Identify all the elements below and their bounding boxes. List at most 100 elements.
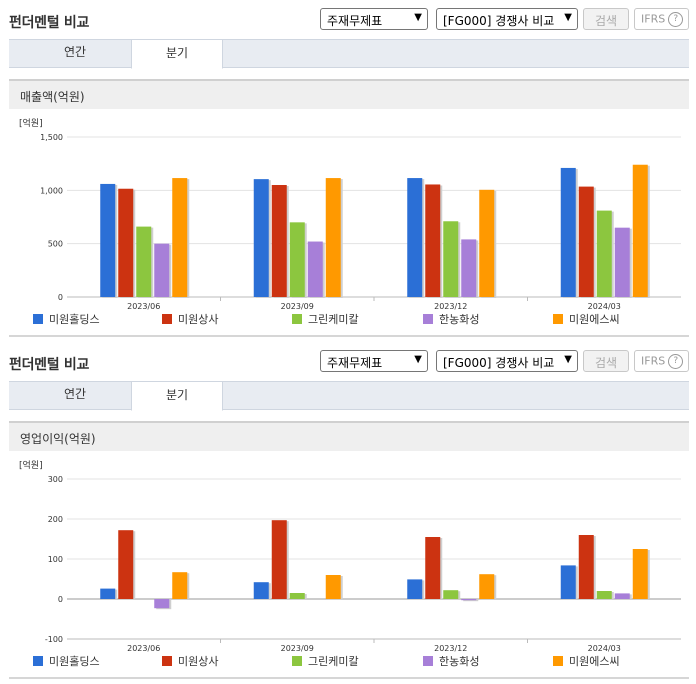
x-tick-label: 2023/06 — [127, 644, 160, 653]
peer-select-value: [FG000] 경쟁사 비교 — [443, 14, 555, 28]
chevron-down-icon: ▼ — [564, 12, 572, 23]
panel-header: 펀더멘털 비교 주재무제표 ▼ [FG000] 경쟁사 비교 ▼ 검색 IFRS? — [0, 342, 696, 380]
bar — [425, 184, 441, 297]
x-tick-label: 2023/09 — [281, 302, 314, 311]
legend-label: 그린케미칼 — [308, 313, 359, 326]
bar — [289, 593, 305, 599]
y-tick-label: 0 — [58, 595, 63, 604]
section-header: 영업이익(억원) — [9, 421, 689, 451]
bar — [614, 593, 630, 599]
section-title: 영업이익(억원) — [20, 432, 96, 446]
bar — [307, 241, 323, 297]
bar — [560, 167, 576, 297]
bar — [271, 185, 287, 297]
legend-label: 그린케미칼 — [308, 655, 359, 668]
legend-label: 한농화성 — [439, 313, 479, 326]
divider — [9, 677, 689, 679]
panel-header: 펀더멘털 비교 주재무제표 ▼ [FG000] 경쟁사 비교 ▼ 검색 IFRS? — [0, 0, 696, 38]
search-button[interactable]: 검색 — [583, 350, 629, 372]
bar — [118, 188, 134, 297]
bar — [325, 178, 341, 297]
legend-label: 미원홀딩스 — [49, 313, 100, 326]
bar — [172, 178, 188, 297]
period-tabs: 연간 분기 — [9, 381, 689, 411]
y-tick-label: 1,000 — [40, 186, 63, 195]
divider — [9, 335, 689, 337]
period-tabs: 연간 분기 — [9, 39, 689, 69]
y-tick-label: 300 — [48, 475, 63, 484]
peer-select-value: [FG000] 경쟁사 비교 — [443, 356, 555, 370]
bar — [578, 535, 594, 599]
y-tick-label: 200 — [48, 515, 63, 524]
x-tick-label: 2024/03 — [588, 302, 621, 311]
peer-select[interactable]: [FG000] 경쟁사 비교 ▼ — [436, 8, 578, 30]
bar — [325, 575, 341, 599]
bar — [154, 599, 170, 609]
legend-swatch — [33, 656, 43, 666]
help-icon[interactable]: ? — [668, 354, 684, 369]
legend-swatch — [423, 314, 433, 324]
revenue-chart: [억원] 0 500 1,000 1,500 2023/06 2023/09 2023/12 2… — [19, 117, 681, 326]
bar — [560, 565, 576, 599]
legend-swatch — [292, 656, 302, 666]
bar — [253, 582, 269, 599]
legend-label: 미원상사 — [178, 655, 218, 668]
legend-swatch — [423, 656, 433, 666]
bar — [443, 221, 459, 297]
bar — [479, 189, 495, 297]
legend-swatch — [162, 314, 172, 324]
legend-swatch — [33, 314, 43, 324]
y-unit-label: [억원] — [19, 117, 43, 129]
bar — [172, 572, 188, 599]
x-tick-label: 2023/09 — [281, 644, 314, 653]
bar — [461, 599, 477, 601]
search-button[interactable]: 검색 — [583, 8, 629, 30]
peer-select[interactable]: [FG000] 경쟁사 비교 ▼ — [436, 350, 578, 372]
bar — [632, 549, 648, 599]
x-tick-label: 2023/12 — [434, 302, 467, 311]
statement-select[interactable]: 주재무제표 ▼ — [320, 8, 428, 30]
tab-annual[interactable]: 연간 — [63, 387, 87, 401]
bar — [614, 227, 630, 297]
bar — [596, 210, 612, 297]
bar — [596, 591, 612, 599]
y-unit-label: [억원] — [19, 459, 43, 471]
statement-select[interactable]: 주재무제표 ▼ — [320, 350, 428, 372]
statement-select-value: 주재무제표 — [327, 14, 383, 28]
bar — [154, 243, 170, 297]
bar — [118, 530, 134, 599]
y-tick-label: -100 — [45, 635, 63, 644]
tab-quarterly[interactable]: 분기 — [131, 39, 223, 69]
y-tick-label: 500 — [48, 240, 63, 249]
tab-quarterly[interactable]: 분기 — [131, 381, 223, 411]
operating-profit-chart: [억원] -100 0 100 200 300 2023/06 2023/09 2023/12 2… — [19, 459, 681, 668]
legend-swatch — [553, 314, 563, 324]
bar — [578, 186, 594, 297]
legend-label: 미원에스씨 — [569, 655, 620, 668]
panel-title: 펀더멘털 비교 — [9, 357, 90, 373]
bar — [461, 239, 477, 297]
y-tick-label: 100 — [48, 555, 63, 564]
bar — [100, 183, 116, 297]
bar — [425, 537, 441, 599]
chevron-down-icon: ▼ — [414, 12, 422, 23]
section-header: 매출액(억원) — [9, 79, 689, 109]
bar — [100, 588, 116, 599]
bar — [136, 226, 152, 297]
statement-select-value: 주재무제표 — [327, 356, 383, 370]
ifrs-button[interactable]: IFRS? — [634, 350, 689, 372]
tab-annual[interactable]: 연간 — [63, 45, 87, 59]
chevron-down-icon: ▼ — [564, 354, 572, 365]
x-tick-label: 2023/12 — [434, 644, 467, 653]
ifrs-button[interactable]: IFRS? — [634, 8, 689, 30]
bar — [271, 520, 287, 599]
bar — [407, 178, 423, 297]
panel-title: 펀더멘털 비교 — [9, 15, 90, 31]
bar — [289, 222, 305, 297]
bar — [632, 164, 648, 297]
legend-label: 미원홀딩스 — [49, 655, 100, 668]
panel-operating-profit: 펀더멘털 비교 주재무제표 ▼ [FG000] 경쟁사 비교 ▼ 검색 IFRS? … — [0, 342, 696, 679]
legend-label: 미원상사 — [178, 313, 218, 326]
y-tick-label: 1,500 — [40, 133, 63, 142]
help-icon[interactable]: ? — [668, 12, 684, 27]
